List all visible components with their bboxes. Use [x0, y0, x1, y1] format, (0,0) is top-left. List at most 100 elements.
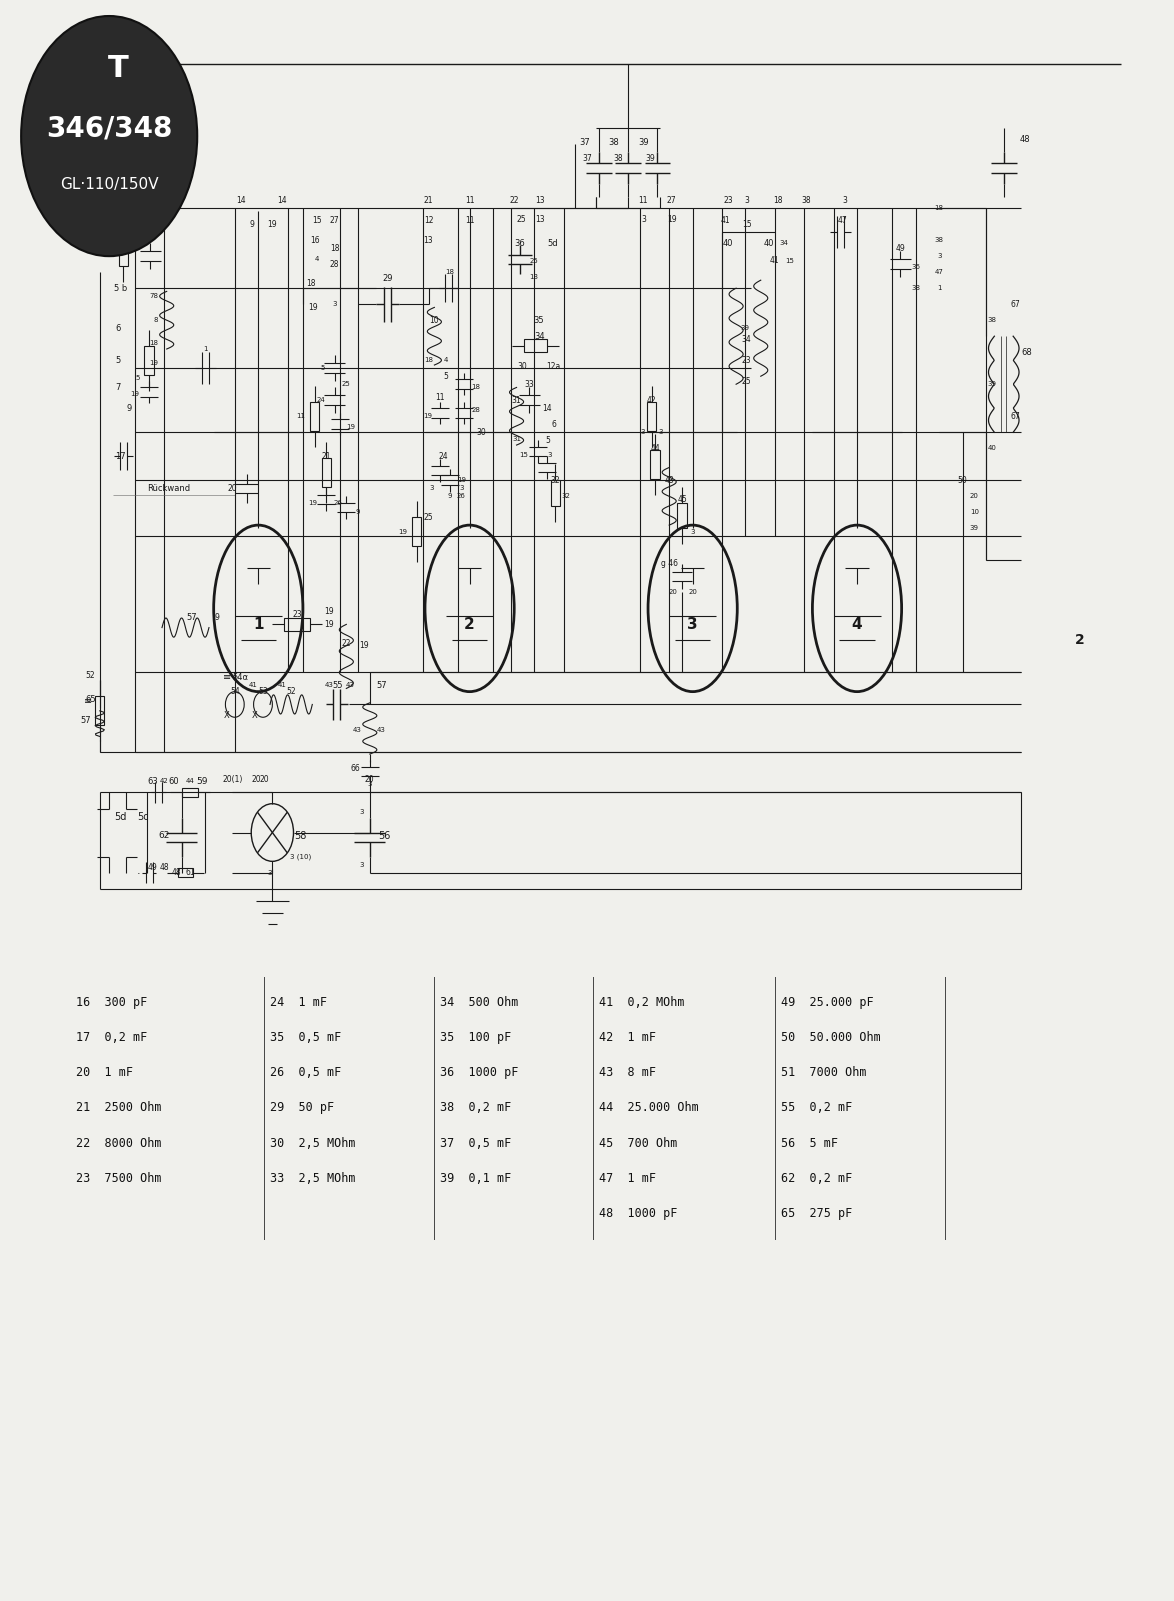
Text: 19: 19 — [308, 500, 317, 506]
Text: 4: 4 — [315, 256, 319, 263]
Text: 36: 36 — [514, 239, 526, 248]
Text: 55: 55 — [333, 680, 343, 690]
Text: 3: 3 — [332, 301, 337, 307]
Text: 43: 43 — [345, 682, 355, 688]
Text: 18: 18 — [445, 269, 454, 275]
Text: 346/348: 346/348 — [46, 114, 173, 142]
Text: 41: 41 — [770, 256, 780, 266]
Text: 12: 12 — [424, 216, 433, 226]
Text: 38: 38 — [987, 317, 997, 323]
Text: 18: 18 — [306, 279, 316, 288]
Text: 6: 6 — [552, 419, 556, 429]
Bar — [412, 517, 421, 546]
Text: 17: 17 — [115, 451, 126, 461]
Text: 43: 43 — [352, 727, 362, 733]
Text: 35: 35 — [533, 315, 545, 325]
Text: 64: 64 — [106, 184, 117, 194]
Circle shape — [21, 16, 197, 256]
Bar — [677, 503, 687, 528]
Text: 11: 11 — [465, 195, 474, 205]
Text: 9: 9 — [215, 613, 220, 623]
Text: 37  0,5 mF: 37 0,5 mF — [440, 1137, 512, 1150]
Text: 9: 9 — [127, 403, 131, 413]
Text: 18: 18 — [149, 339, 158, 346]
Text: 36: 36 — [911, 264, 920, 271]
Text: 1: 1 — [254, 616, 263, 632]
Text: 22  8000 Ohm: 22 8000 Ohm — [76, 1137, 162, 1150]
Text: 3: 3 — [687, 616, 699, 632]
Text: 38: 38 — [911, 285, 920, 291]
Text: 30  2,5 MOhm: 30 2,5 MOhm — [270, 1137, 356, 1150]
Text: 39: 39 — [637, 138, 649, 147]
Text: 14: 14 — [277, 195, 286, 205]
Text: .: . — [136, 866, 141, 876]
Text: 43: 43 — [664, 475, 674, 485]
Text: 30: 30 — [518, 362, 527, 371]
Text: 3: 3 — [744, 195, 749, 205]
Text: 54: 54 — [230, 687, 239, 696]
Text: 5: 5 — [546, 435, 551, 445]
Text: 25: 25 — [342, 381, 351, 387]
Text: 19: 19 — [346, 424, 356, 431]
Text: 78: 78 — [149, 293, 158, 299]
Text: 26  0,5 mF: 26 0,5 mF — [270, 1066, 342, 1079]
Text: 48  1000 pF: 48 1000 pF — [599, 1207, 677, 1220]
Text: 38: 38 — [935, 237, 944, 243]
Text: 23  7500 Ohm: 23 7500 Ohm — [76, 1172, 162, 1185]
Text: 3: 3 — [843, 195, 848, 205]
Text: 27: 27 — [330, 216, 339, 226]
Text: 37: 37 — [582, 154, 592, 163]
Text: 5d: 5d — [114, 812, 127, 821]
Text: 19: 19 — [398, 528, 407, 535]
Text: 2: 2 — [1075, 634, 1085, 647]
Text: 19: 19 — [423, 413, 432, 419]
Text: 44  25.000 Ohm: 44 25.000 Ohm — [599, 1101, 699, 1114]
Text: 34: 34 — [780, 240, 789, 247]
Text: 12a: 12a — [546, 362, 560, 371]
Text: 33: 33 — [525, 379, 534, 389]
Text: 49: 49 — [148, 863, 157, 873]
Text: 10: 10 — [970, 509, 979, 516]
Text: 49: 49 — [896, 243, 905, 253]
Text: 25: 25 — [517, 215, 526, 224]
Text: 34: 34 — [534, 331, 546, 341]
Text: 47  1 mF: 47 1 mF — [599, 1172, 656, 1185]
Text: 15: 15 — [785, 258, 795, 264]
Text: 3 (10): 3 (10) — [290, 853, 311, 860]
Text: X: X — [252, 711, 257, 720]
Text: 44: 44 — [185, 778, 195, 784]
Text: 15: 15 — [742, 219, 751, 229]
Text: 11: 11 — [296, 413, 305, 419]
Text: 52: 52 — [109, 200, 119, 210]
Text: 2: 2 — [464, 616, 475, 632]
Text: 40: 40 — [764, 239, 774, 248]
Text: 29: 29 — [383, 274, 392, 283]
Text: 9: 9 — [447, 493, 452, 500]
Text: 13: 13 — [535, 215, 545, 224]
Text: 1: 1 — [937, 285, 942, 291]
Text: T: T — [108, 54, 129, 83]
Text: 49  25.000 pF: 49 25.000 pF — [781, 996, 873, 1009]
Text: 23: 23 — [742, 355, 751, 365]
Text: 9: 9 — [250, 219, 255, 229]
Text: 19: 19 — [309, 303, 318, 312]
Text: 3: 3 — [937, 253, 942, 259]
Text: 24  1 mF: 24 1 mF — [270, 996, 328, 1009]
Text: 4: 4 — [444, 357, 448, 363]
Text: 30: 30 — [477, 427, 486, 437]
Bar — [524, 339, 547, 352]
Text: 56  5 mF: 56 5 mF — [781, 1137, 838, 1150]
Text: 38: 38 — [802, 195, 811, 205]
Text: 20: 20 — [365, 775, 375, 784]
Text: 65  275 pF: 65 275 pF — [781, 1207, 852, 1220]
Text: 23: 23 — [723, 195, 733, 205]
Text: 9: 9 — [356, 509, 360, 516]
Text: 19: 19 — [324, 607, 333, 616]
Text: 43: 43 — [377, 727, 386, 733]
Text: 50  50.000 Ohm: 50 50.000 Ohm — [781, 1031, 880, 1044]
Text: 41: 41 — [277, 682, 286, 688]
Text: 48: 48 — [1019, 134, 1031, 144]
Text: 38  0,2 mF: 38 0,2 mF — [440, 1101, 512, 1114]
Text: 22: 22 — [342, 639, 351, 648]
Text: 57: 57 — [185, 613, 197, 623]
